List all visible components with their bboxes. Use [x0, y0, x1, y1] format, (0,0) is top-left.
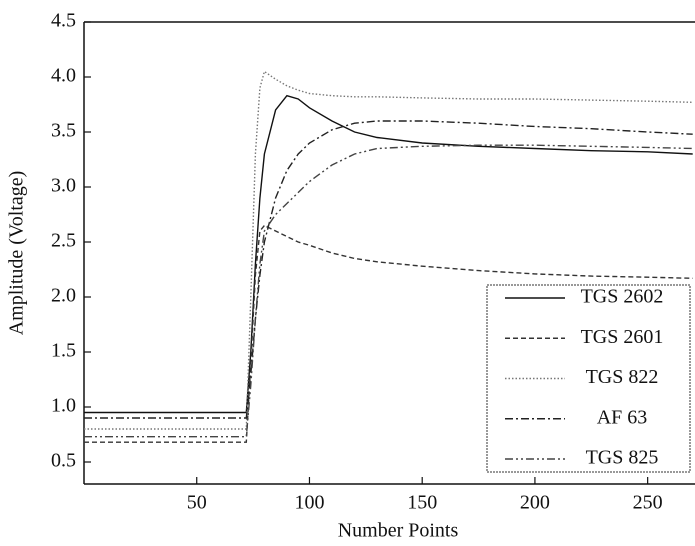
x-tick-label: 100 [294, 492, 324, 514]
y-tick-label: 1.0 [51, 395, 76, 417]
legend-label: TGS 2602 [581, 286, 664, 308]
legend-label: TGS 822 [586, 366, 659, 388]
y-tick-label: 4.0 [51, 65, 76, 87]
legend-label: TGS 2601 [581, 326, 664, 348]
x-tick-label: 250 [633, 492, 663, 514]
y-tick-label: 3.5 [51, 120, 76, 142]
y-tick-label: 3.0 [51, 175, 76, 197]
x-tick-label: 50 [187, 492, 207, 514]
x-tick-label: 200 [520, 492, 550, 514]
y-tick-label: 2.0 [51, 285, 76, 307]
y-tick-label: 4.5 [51, 10, 76, 32]
legend-label: AF 63 [597, 406, 648, 428]
chart: Number Points Amplitude (Voltage) 4.5 4.0… [0, 0, 695, 546]
x-tick-label: 150 [407, 492, 437, 514]
y-tick-label: 1.5 [51, 340, 76, 362]
x-axis-label: Number Points [338, 520, 459, 542]
legend-label: TGS 825 [586, 447, 659, 469]
y-tick-label: 0.5 [51, 450, 76, 472]
y-tick-label: 2.5 [51, 230, 76, 252]
y-axis-label: Amplitude (Voltage) [6, 171, 28, 336]
page: {"chart_data": {"type": "line", "x_label… [0, 0, 695, 546]
